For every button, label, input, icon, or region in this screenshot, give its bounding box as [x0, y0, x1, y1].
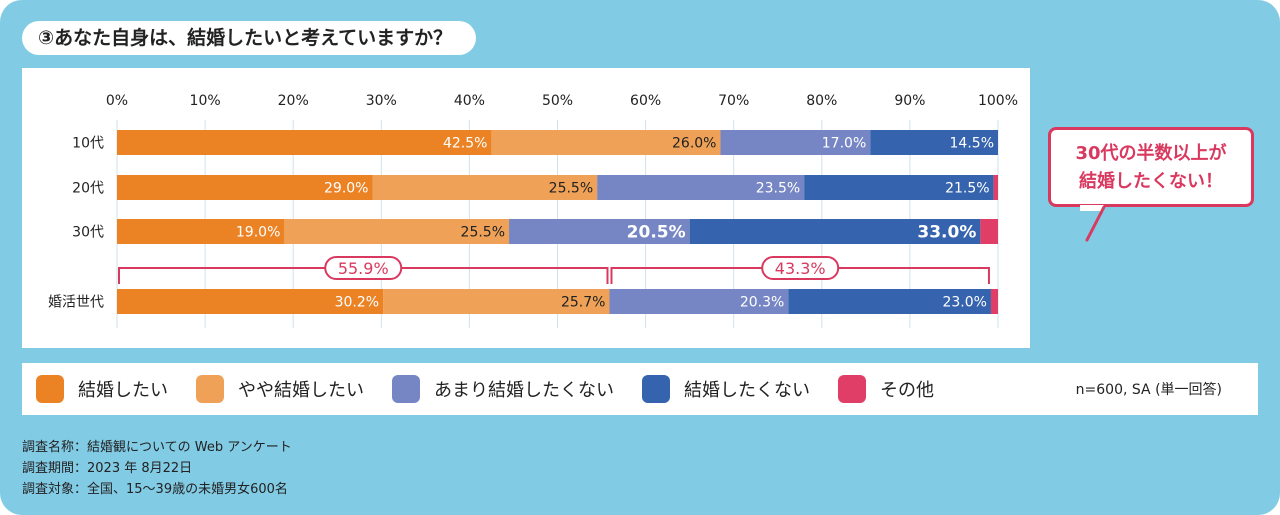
- data-label: 20.5%: [627, 223, 686, 243]
- legend-swatch: [838, 375, 866, 403]
- x-tick-label: 30%: [366, 93, 397, 109]
- bar-segment: [597, 175, 805, 200]
- legend-label: その他: [880, 380, 934, 401]
- note-name: 調査名称：結婚観についての Web アンケート: [22, 440, 292, 455]
- bar-segment: [689, 219, 981, 244]
- legend-label: 結婚したくない: [684, 380, 810, 401]
- bar-segment: [491, 130, 721, 155]
- bar-segment: [509, 219, 690, 244]
- bar-segment: [990, 289, 998, 314]
- legend-label: やや結婚したい: [238, 380, 364, 401]
- legend-label: 結婚したい: [78, 380, 168, 401]
- chart-title: ③あなた自身は、結婚したいと考えていますか？: [22, 21, 477, 55]
- bar-segment: [117, 130, 492, 155]
- bracket-label: 43.3%: [775, 259, 826, 278]
- category-label: 10代: [72, 136, 104, 152]
- bracket-label: 55.9%: [338, 259, 389, 278]
- data-label: 20.3%: [740, 295, 784, 311]
- bar-segment: [993, 175, 998, 200]
- note-period: 調査期間：2023 年 8月22日: [22, 461, 193, 476]
- legend-item: やや結婚したい: [196, 375, 364, 403]
- bar-segment: [372, 175, 598, 200]
- x-tick-label: 0%: [106, 93, 128, 109]
- bracket-badge: [761, 256, 840, 280]
- data-label: 23.0%: [942, 295, 986, 311]
- bar-segment: [383, 289, 610, 314]
- callout-bubble: 30代の半数以上が 結婚したくない！: [1048, 127, 1254, 207]
- data-label: 25.7%: [561, 295, 605, 311]
- x-tick-label: 10%: [190, 93, 221, 109]
- data-label: 33.0%: [917, 223, 976, 243]
- bar-segment: [870, 130, 998, 155]
- callout-line2: 結婚したくない！: [1079, 171, 1223, 192]
- bar-segment: [609, 289, 789, 314]
- survey-notes: 調査名称：結婚観についての Web アンケート 調査期間：2023 年 8月22…: [22, 437, 292, 500]
- sample-note: n=600, SA (単一回答): [1075, 382, 1222, 398]
- category-label: 20代: [72, 181, 104, 197]
- category-label: 30代: [72, 225, 104, 241]
- callout-line1: 30代の半数以上が: [1075, 143, 1227, 164]
- x-tick-label: 50%: [542, 93, 573, 109]
- legend-swatch: [36, 375, 64, 403]
- data-label: 29.0%: [324, 181, 368, 197]
- data-label: 30.2%: [335, 295, 379, 311]
- legend-label: あまり結婚したくない: [434, 380, 614, 401]
- legend-swatch: [642, 375, 670, 403]
- data-label: 14.5%: [950, 136, 994, 152]
- legend-item: その他: [838, 375, 934, 403]
- bar-segment: [117, 219, 285, 244]
- legend: 結婚したい やや結婚したい あまり結婚したくない 結婚したくない その他 n=600, S…: [22, 363, 1258, 415]
- data-label: 26.0%: [672, 136, 716, 152]
- legend-swatch: [196, 375, 224, 403]
- bar-segment: [804, 175, 994, 200]
- bracket-badge: [324, 256, 403, 280]
- legend-item: 結婚したい: [36, 375, 168, 403]
- bar-segment: [720, 130, 871, 155]
- data-label: 25.5%: [461, 225, 505, 241]
- x-tick-label: 20%: [278, 93, 309, 109]
- x-tick-label: 40%: [454, 93, 485, 109]
- bar-segment: [117, 175, 373, 200]
- category-label: 婚活世代: [48, 295, 104, 311]
- x-tick-label: 60%: [630, 93, 661, 109]
- data-label: 21.5%: [945, 181, 989, 197]
- bar-segment: [284, 219, 510, 244]
- data-label: 23.5%: [756, 181, 800, 197]
- x-tick-label: 90%: [894, 93, 925, 109]
- data-label: 17.0%: [822, 136, 866, 152]
- data-label: 25.5%: [549, 181, 593, 197]
- bar-segment: [980, 219, 998, 244]
- data-label: 19.0%: [236, 225, 280, 241]
- legend-swatch: [392, 375, 420, 403]
- legend-item: 結婚したくない: [642, 375, 810, 403]
- bar-segment: [117, 289, 384, 314]
- x-tick-label: 100%: [978, 93, 1018, 109]
- bar-segment: [788, 289, 991, 314]
- legend-item: あまり結婚したくない: [392, 375, 614, 403]
- data-label: 42.5%: [443, 136, 487, 152]
- x-tick-label: 70%: [718, 93, 749, 109]
- x-tick-label: 80%: [806, 93, 837, 109]
- note-target: 調査対象：全国、15～39歳の未婚男女600名: [22, 482, 288, 497]
